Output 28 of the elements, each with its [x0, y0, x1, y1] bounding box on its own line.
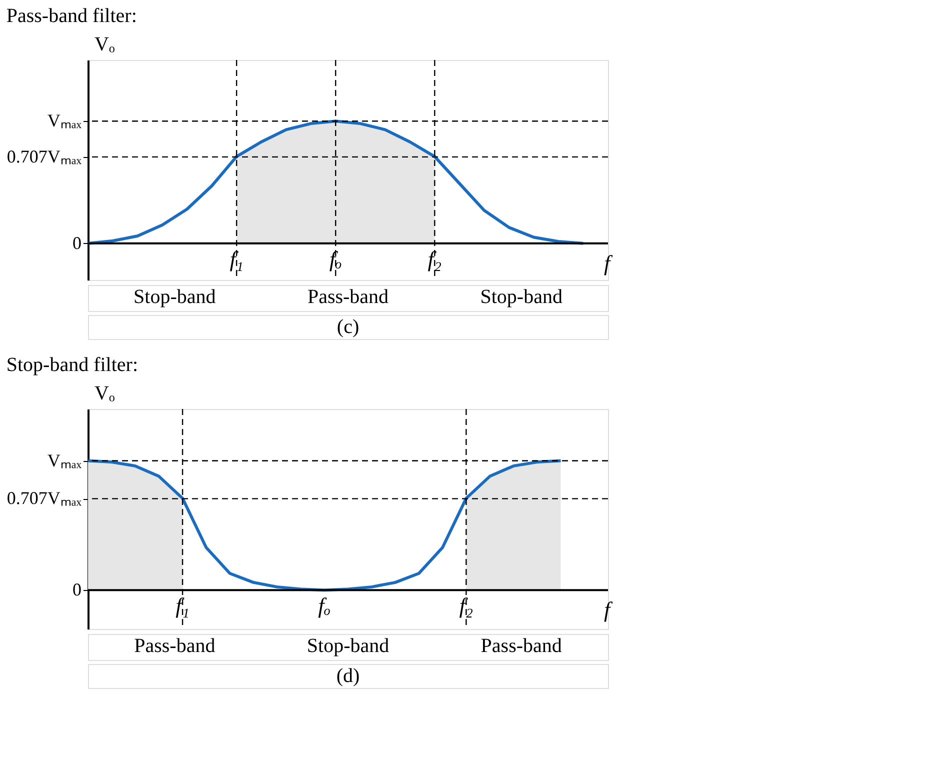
text: Stop-band	[134, 286, 216, 308]
text: (d)	[336, 665, 360, 687]
x-tick-label: f₁	[176, 593, 190, 618]
text: Stop-band	[480, 286, 562, 308]
y-axis-title: Vₒ	[94, 382, 115, 404]
y-tick-label: Vₘₐₓ	[47, 450, 82, 470]
y-tick-label: 0	[72, 580, 82, 600]
x-tick-label: f₂	[459, 593, 474, 618]
text: Stop-band	[306, 635, 390, 657]
x-tick-label: f₂	[428, 246, 442, 272]
text: Pass-band	[480, 635, 562, 657]
text: Pass-band	[134, 635, 216, 657]
y-tick-label: Vₘₐₓ	[47, 110, 82, 131]
text: (c)	[336, 316, 360, 338]
y-tick-label: 0.707Vₘₐₓ	[6, 146, 82, 166]
x-tick-label: fₒ	[329, 246, 342, 272]
y-axis-title: Vₒ	[94, 34, 115, 56]
x-axis-title: f	[604, 597, 613, 622]
y-tick-label: 0	[72, 232, 82, 253]
x-tick-label: f₁	[230, 246, 244, 272]
chart-title: Pass-band filter:	[6, 5, 137, 27]
y-tick-label: 0.707Vₘₐₓ	[6, 488, 82, 508]
line-series	[86, 459, 562, 592]
text: Pass-band	[307, 286, 389, 308]
x-tick-label: fₒ	[318, 593, 331, 618]
line-series	[86, 120, 585, 245]
x-axis-title: f	[604, 250, 613, 276]
chart-title: Stop-band filter:	[6, 354, 138, 376]
